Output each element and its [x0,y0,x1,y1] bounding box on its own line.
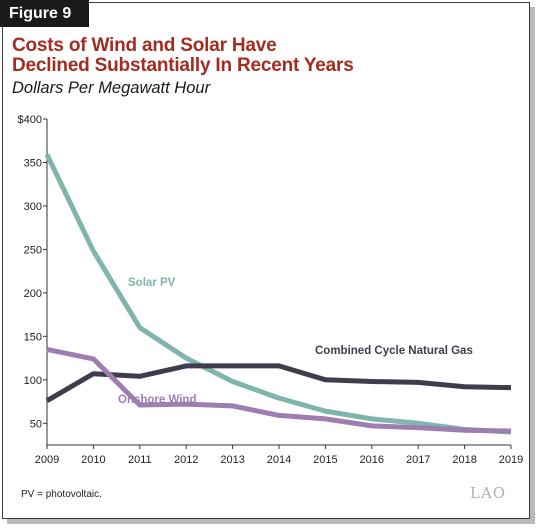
x-tick-label: 2015 [313,454,337,466]
y-tick-label: 50 [30,418,42,430]
y-tick-label: 100 [24,375,42,387]
series-label: Solar PV [128,277,176,289]
series-line-onshore-wind [46,346,512,434]
x-tick-label: 2014 [267,454,291,466]
x-tick-label: 2010 [81,454,105,466]
x-tick-label: 2011 [128,454,152,466]
x-tick-label: 2017 [406,454,430,466]
x-tick-label: 2009 [35,454,59,466]
y-tick-label: $400 [18,114,42,126]
title-line-1: Costs of Wind and Solar Have [12,35,277,56]
x-tick-label: 2012 [174,454,198,466]
series-line-solar-pv [44,153,512,435]
y-tick-label: 350 [24,157,42,169]
x-tick-label: 2016 [360,454,384,466]
y-tick-label: 150 [24,331,42,343]
chart-title: Costs of Wind and Solar Have Declined Su… [12,36,354,76]
y-tick-label: 200 [24,288,42,300]
title-line-2: Declined Substantially In Recent Years [12,55,354,76]
x-tick-label: 2013 [220,454,244,466]
series-label: Combined Cycle Natural Gas [315,345,473,357]
series-line-combined-cycle-natural-gas [45,363,512,403]
lao-logo: LAO [470,484,507,502]
figure-frame [2,2,530,519]
footnote: PV = photovoltaic. [21,489,102,500]
chart-subtitle: Dollars Per Megawatt Hour [12,79,211,97]
x-tick-label: 2019 [499,454,523,466]
y-tick-label: 250 [24,244,42,256]
y-tick-label: 300 [24,201,42,213]
figure-label: Figure 9 [0,0,89,27]
x-tick-label: 2018 [452,454,476,466]
series-label: Onshore Wind [118,394,196,406]
